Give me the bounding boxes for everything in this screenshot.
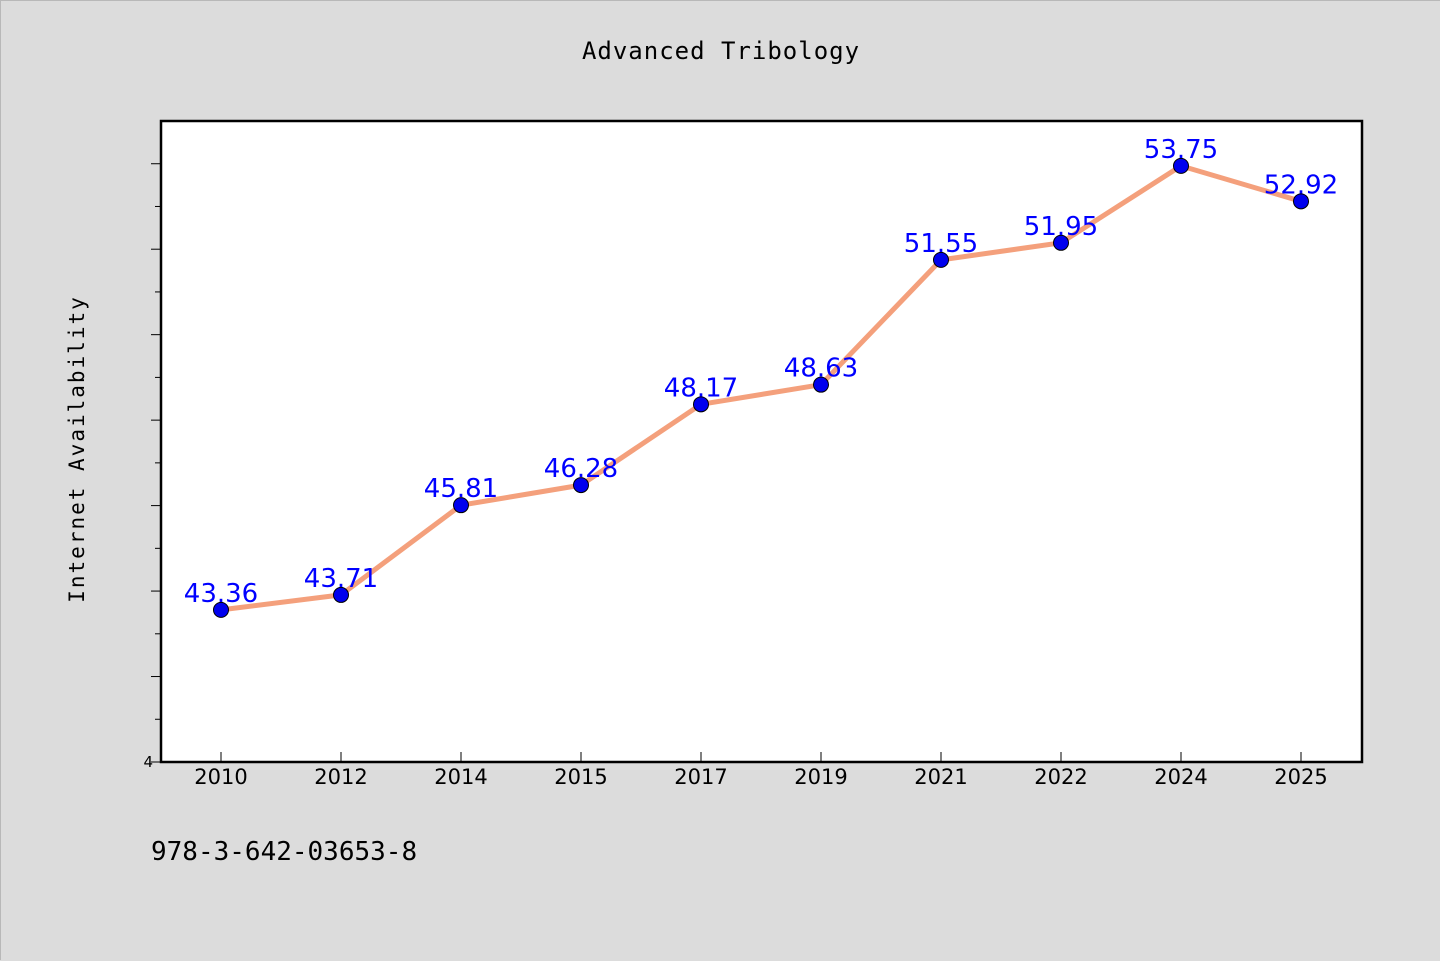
data-label: 43.36 [184,579,258,609]
series-line [218,163,1304,613]
x-tick-label: 2017 [674,765,727,789]
x-tick-label: 2022 [1034,765,1087,789]
data-point [693,396,709,413]
data-label: 48.17 [664,373,738,403]
x-axis-ticks: 2010 2012 2014 2015 2017 2019 2021 2022 2024 2025 [194,752,1328,789]
series-lines [218,163,1304,613]
x-tick-label: 2010 [194,765,247,789]
data-label: 45.81 [424,474,498,504]
x-tick-label: 2012 [314,765,367,789]
y-axis-ticks: 4 [143,163,161,771]
x-tick-label: 2025 [1274,765,1327,789]
data-label: 52.92 [1264,170,1338,200]
data-label: 48.63 [784,354,858,384]
y-axis-label: Internet Availability [65,295,89,603]
data-point [333,586,349,603]
chart-title: Advanced Tribology [581,37,861,65]
plot-area [159,119,1364,764]
data-point [933,251,949,268]
y-tick-label: 4 [143,753,153,771]
x-tick-label: 2014 [434,765,487,789]
data-label: 43.71 [304,564,378,594]
isbn-text: 978-3-642-03653-8 [151,837,418,867]
x-tick-label: 2015 [554,765,607,789]
data-labels: 43.36 43.71 45.81 46.28 48.17 48.63 51.55 51.95… [184,135,1338,609]
x-tick-label: 2024 [1154,765,1207,789]
data-label: 51.95 [1024,212,1098,242]
data-point [213,601,229,618]
data-point [1173,157,1189,174]
series-markers [213,157,1309,618]
data-label: 53.75 [1144,135,1218,165]
data-label: 51.55 [904,229,978,259]
x-tick-label: 2019 [794,765,847,789]
x-tick-label: 2021 [914,765,967,789]
data-point [1293,193,1309,210]
data-point [813,376,829,393]
data-label: 46.28 [544,454,618,484]
data-point [453,497,469,514]
data-point [1053,234,1069,251]
data-point [573,477,589,494]
